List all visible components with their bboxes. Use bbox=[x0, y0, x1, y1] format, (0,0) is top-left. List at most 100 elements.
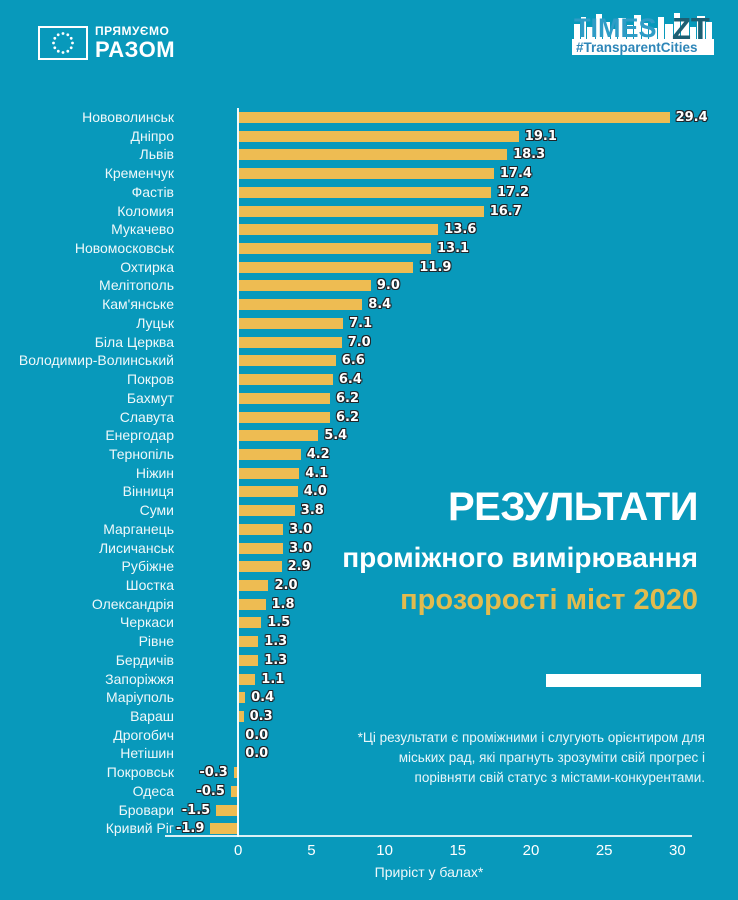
value-label: 6.6 bbox=[341, 353, 365, 369]
city-label: Запоріжжя bbox=[105, 670, 174, 687]
city-label: Бердичів bbox=[115, 651, 174, 668]
city-label: Шостка bbox=[125, 576, 174, 593]
footnote-line2: міських рад, які прагнуть зрозуміти свій… bbox=[398, 750, 705, 765]
x-tick-label: 25 bbox=[595, 842, 613, 859]
value-label: 3.8 bbox=[300, 503, 324, 519]
city-label: Покров bbox=[127, 371, 174, 388]
value-label: 2.0 bbox=[274, 577, 298, 593]
bar bbox=[239, 299, 363, 311]
bar-row: Вараш 0.3 bbox=[0, 707, 738, 726]
bar bbox=[239, 205, 484, 217]
bar bbox=[239, 579, 269, 591]
bar-row: Вінниця 4.0 bbox=[0, 482, 738, 501]
bar-row: Шостка 2.0 bbox=[0, 576, 738, 595]
value-label: 0.3 bbox=[249, 709, 273, 724]
bar-row: Одеса -0.5 bbox=[0, 782, 738, 801]
value-label: 3.0 bbox=[289, 521, 313, 537]
bar bbox=[239, 711, 244, 722]
city-label: Бровари bbox=[118, 801, 174, 818]
city-label: Енергодар bbox=[105, 427, 174, 444]
bar-row: Новомосковськ 13.1 bbox=[0, 239, 738, 258]
bar bbox=[239, 523, 284, 535]
city-label: Черкаси bbox=[120, 614, 174, 631]
city-label: Мелітополь bbox=[99, 277, 174, 294]
city-label: Вінниця bbox=[122, 483, 174, 500]
city-label: Дніпро bbox=[130, 127, 174, 144]
city-label: Одеса bbox=[132, 782, 174, 799]
bar bbox=[239, 149, 508, 161]
bar-row: Дніпро 19.1 bbox=[0, 127, 738, 146]
bar-row: Енергодар 5.4 bbox=[0, 426, 738, 445]
eu-logo-line1: ПРЯМУЄМО bbox=[95, 24, 170, 38]
city-label: Мукачево bbox=[111, 221, 174, 238]
bar-row: Суми 3.8 bbox=[0, 501, 738, 520]
times-zt-logo: TIMES ZT #TransparentCities bbox=[572, 6, 728, 62]
bar bbox=[239, 168, 494, 180]
city-label: Біла Церква bbox=[94, 333, 174, 350]
value-label: -0.5 bbox=[196, 783, 225, 799]
value-label: 13.6 bbox=[444, 222, 477, 238]
bar bbox=[239, 617, 262, 629]
city-label: Ніжин bbox=[135, 464, 174, 481]
bar-row: Ніжин 4.1 bbox=[0, 464, 738, 483]
bar bbox=[216, 804, 239, 816]
bar-row: Рубіжне 2.9 bbox=[0, 557, 738, 576]
value-label: 29.4 bbox=[675, 110, 708, 125]
title-line3: прозорості міст 2020 bbox=[400, 584, 698, 616]
city-label: Бахмут bbox=[126, 389, 174, 406]
bar bbox=[239, 448, 301, 460]
value-label: 4.1 bbox=[305, 465, 329, 481]
bar bbox=[239, 392, 330, 404]
value-label: 18.3 bbox=[513, 147, 546, 163]
bar-row: Коломия 16.7 bbox=[0, 202, 738, 221]
city-label: Фастів bbox=[131, 183, 174, 200]
value-label: 1.3 bbox=[264, 634, 288, 650]
bar-row: Львів 18.3 bbox=[0, 145, 738, 164]
bar-row: Нетішин 0.0 bbox=[0, 744, 738, 763]
bar bbox=[239, 336, 342, 348]
bar-row: Кам'янське 8.4 bbox=[0, 295, 738, 314]
value-label: 16.7 bbox=[489, 203, 522, 219]
value-label: 11.9 bbox=[419, 259, 452, 275]
footnote: *Ці результати є проміжними і слугують о… bbox=[358, 728, 705, 788]
city-label: Рубіжне bbox=[121, 558, 174, 575]
bar-row: Черкаси 1.5 bbox=[0, 613, 738, 632]
bar bbox=[239, 598, 266, 610]
bar-row: Марганець 3.0 bbox=[0, 520, 738, 539]
city-label: Покровськ bbox=[106, 764, 174, 781]
bar-row: Мелітополь 9.0 bbox=[0, 276, 738, 295]
value-label: 6.2 bbox=[336, 390, 360, 406]
bar bbox=[239, 374, 333, 386]
value-label: 0.0 bbox=[245, 727, 269, 743]
value-label: 4.2 bbox=[306, 446, 330, 462]
bar bbox=[239, 673, 256, 685]
bar-row: Бердичів 1.3 bbox=[0, 651, 738, 670]
x-tick-label: 10 bbox=[376, 842, 393, 859]
value-label: 1.3 bbox=[264, 652, 288, 668]
bar bbox=[239, 505, 295, 517]
bar bbox=[239, 280, 371, 292]
city-label: Олександрія bbox=[91, 595, 174, 612]
value-label: 6.4 bbox=[338, 372, 362, 388]
footnote-line1: *Ці результати є проміжними і слугують о… bbox=[357, 730, 705, 745]
city-label: Славута bbox=[119, 408, 174, 425]
bar-row: Запоріжжя 1.1 bbox=[0, 670, 738, 689]
x-axis-ticks: 0 5 10 15 20 25 30 bbox=[0, 842, 738, 860]
x-tick-label: 0 bbox=[234, 842, 243, 859]
value-label: 7.1 bbox=[349, 315, 373, 331]
zero-axis-line bbox=[237, 108, 239, 837]
city-label: Марганець bbox=[103, 520, 174, 537]
value-label: 7.0 bbox=[347, 334, 371, 350]
city-label: Нетішин bbox=[120, 745, 174, 762]
eu-flag-icon bbox=[38, 26, 88, 60]
eu-logo-text: ПРЯМУЄМО РАЗОМ bbox=[95, 25, 175, 61]
bar-row: Кривий Ріг -1.9 bbox=[0, 819, 738, 838]
bar bbox=[230, 785, 239, 797]
bar-row: Славута 6.2 bbox=[0, 408, 738, 427]
city-label: Нововолинськ bbox=[82, 109, 174, 125]
value-label: 1.8 bbox=[271, 596, 295, 612]
city-label: Суми bbox=[139, 502, 174, 519]
bar bbox=[239, 542, 284, 554]
value-label: -0.3 bbox=[199, 765, 228, 781]
value-label: 13.1 bbox=[437, 241, 470, 257]
